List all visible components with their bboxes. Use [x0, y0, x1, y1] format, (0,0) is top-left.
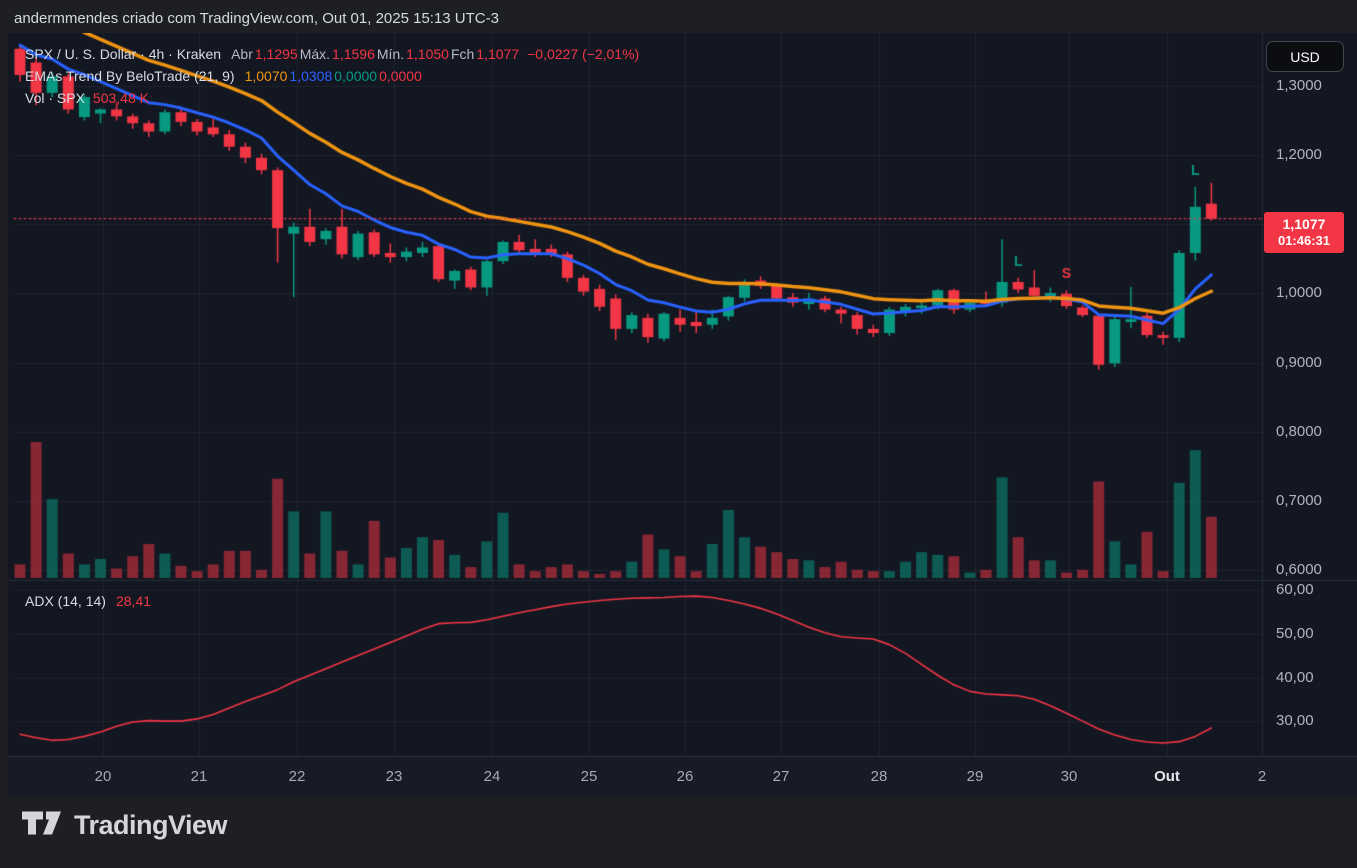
ohlc-pair: Abr 1,1295: [231, 46, 298, 62]
time-axis-label: 30: [1060, 768, 1078, 785]
time-axis-label: 27: [772, 768, 790, 785]
price-axis-label: 50,00: [1276, 625, 1314, 642]
time-axis-label: 29: [966, 768, 984, 785]
price-axis-label: 1,0000: [1276, 284, 1322, 301]
price-axis-label: 0,6000: [1276, 561, 1322, 578]
volume-value: 503,48 K: [92, 90, 149, 106]
price-axis-label: 0,9000: [1276, 354, 1322, 371]
adx-value: 28,41: [115, 593, 151, 609]
time-axis-label: 20: [94, 768, 112, 785]
time-axis-label: 24: [483, 768, 501, 785]
ema-values: 1,0070 1,0308 0,0000 0,0000: [243, 65, 422, 87]
price-axis-label: 1,2000: [1276, 146, 1322, 163]
currency-toggle-button[interactable]: USD: [1266, 41, 1344, 72]
time-axis-label: 22: [288, 768, 306, 785]
price-axis-label: 40,00: [1276, 669, 1314, 686]
volume-legend-row[interactable]: Vol · SPX 503,48 K: [25, 87, 639, 109]
footer: TradingView: [22, 810, 228, 841]
ema-indicator-title: EMAs Trend By BeloTrade (21, 9): [25, 68, 235, 84]
price-axis-label: 1,3000: [1276, 77, 1322, 94]
ema-value: 0,0000: [379, 68, 422, 84]
tradingview-brand-text[interactable]: TradingView: [74, 810, 228, 840]
volume-title: Vol · SPX: [25, 90, 85, 106]
last-price-value: 1,1077: [1282, 216, 1326, 232]
tradingview-logo-icon[interactable]: [22, 811, 62, 841]
adx-title: ADX (14, 14): [25, 593, 106, 609]
ema-legend-row[interactable]: EMAs Trend By BeloTrade (21, 9) 1,0070 1,…: [25, 65, 639, 87]
chart-canvas[interactable]: [8, 33, 1357, 756]
time-axis-label: 23: [385, 768, 403, 785]
chart-region: SPX / U. S. Dollar · 4h · Kraken Abr 1,12…: [8, 33, 1357, 796]
ohlc-values: Abr 1,1295 Máx. 1,1596 Mín. 1,1050 Fch 1,1077: [229, 43, 519, 65]
ema-value: 1,0070: [244, 68, 288, 84]
ohlc-pair: Mín. 1,1050: [376, 46, 449, 62]
ohlc-pair: Fch 1,1077: [450, 46, 520, 62]
price-axis[interactable]: 1,3000 1,2000 1,0000 0,9000 0,8000 0,7000 0,60…: [8, 33, 1357, 756]
price-axis-label: 0,8000: [1276, 423, 1322, 440]
price-axis-label: 60,00: [1276, 581, 1314, 598]
price-axis-label: 0,7000: [1276, 492, 1322, 509]
price-axis-label: 30,00: [1276, 712, 1314, 729]
chart-legend: SPX / U. S. Dollar · 4h · Kraken Abr 1,12…: [25, 43, 639, 109]
time-axis[interactable]: 20 21 22 23 24 25 26 27 28 29 30 Out 2: [8, 756, 1357, 796]
last-price-tag: 1,1077 01:46:31: [1264, 212, 1344, 253]
time-axis-labels: 20 21 22 23 24 25 26 27 28 29 30 Out 2: [8, 757, 1268, 796]
time-axis-label: 2: [1257, 768, 1267, 785]
ohlc-pair: Máx. 1,1596: [299, 46, 375, 62]
ema-value: 0,0000: [334, 68, 378, 84]
adx-legend-row[interactable]: ADX (14, 14) 28,41: [25, 593, 151, 609]
attribution-text: andermmendes criado com TradingView.com,…: [14, 10, 499, 27]
ema-value: 1,0308: [289, 68, 333, 84]
symbol-title: SPX / U. S. Dollar · 4h · Kraken: [25, 46, 222, 62]
time-axis-label: 21: [190, 768, 208, 785]
symbol-legend-row[interactable]: SPX / U. S. Dollar · 4h · Kraken Abr 1,12…: [25, 43, 639, 65]
price-change: −0,0227 (−2,01%): [527, 46, 640, 62]
time-axis-label: 28: [870, 768, 888, 785]
time-axis-label: 25: [580, 768, 598, 785]
candle-countdown: 01:46:31: [1277, 233, 1331, 248]
time-axis-label: 26: [676, 768, 694, 785]
time-axis-label: Out: [1154, 768, 1180, 785]
